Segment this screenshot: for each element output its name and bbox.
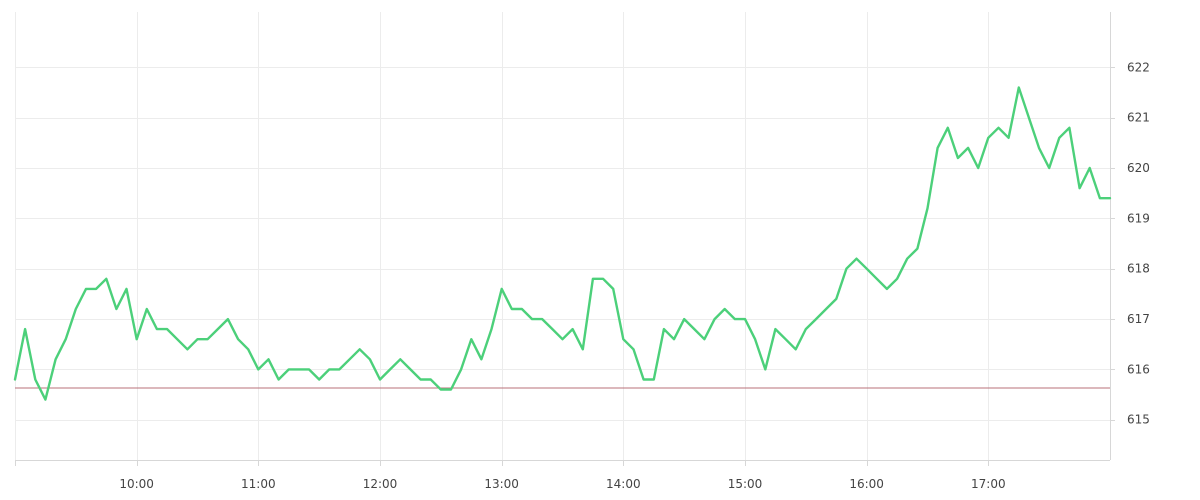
y-tick-label: 622 [1127, 60, 1150, 74]
x-axis-ticks: 10:00 11:00 12:00 13:00 14:00 15:00 16:00 17:00 [15, 460, 1006, 491]
x-tick-label: 14:00 [606, 477, 641, 491]
y-tick-label: 619 [1127, 211, 1150, 225]
x-tick-label: 13:00 [484, 477, 519, 491]
y-tick-label: 617 [1127, 312, 1150, 326]
series-layer [13, 86, 1112, 401]
y-tick-label: 618 [1127, 262, 1150, 276]
x-tick-label: 10:00 [119, 477, 154, 491]
x-tick-label: 17:00 [971, 477, 1006, 491]
x-tick-label: 12:00 [363, 477, 398, 491]
y-tick-label: 615 [1127, 413, 1150, 427]
y-axis-ticks: 615 616 617 618 619 620 621 622 [1110, 60, 1150, 427]
grid [15, 12, 1110, 460]
y-tick-label: 616 [1127, 362, 1150, 376]
price-series-line [13, 86, 1112, 401]
y-tick-label: 621 [1127, 111, 1150, 125]
axes [15, 12, 1111, 461]
y-tick-label: 620 [1127, 161, 1150, 175]
x-tick-label: 15:00 [728, 477, 763, 491]
x-tick-label: 16:00 [849, 477, 884, 491]
x-tick-label: 11:00 [241, 477, 276, 491]
